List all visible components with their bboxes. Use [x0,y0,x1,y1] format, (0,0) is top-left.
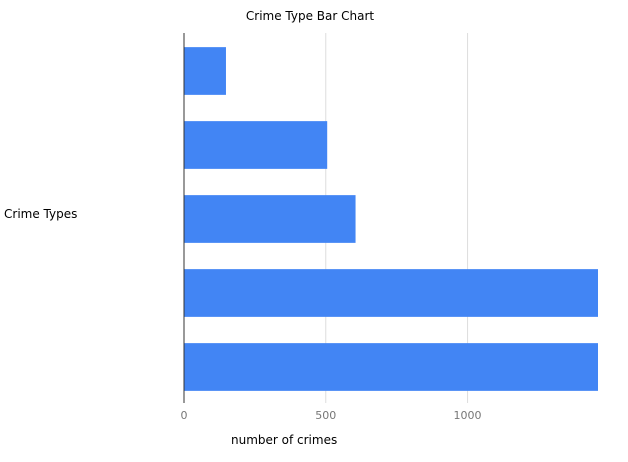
bar-3 [184,195,356,243]
bar-1 [184,47,226,95]
bar-4 [184,269,598,317]
bar-5 [184,343,598,391]
x-axis-label: number of crimes [231,433,338,447]
y-axis-label: Crime Types [4,207,78,221]
bar-2 [184,121,328,169]
x-tick-label-1000: 1000 [454,409,482,422]
chart-title: Crime Type Bar Chart [245,9,375,23]
x-tick-label-0: 0 [181,409,188,422]
x-tick-label-500: 500 [315,409,336,422]
